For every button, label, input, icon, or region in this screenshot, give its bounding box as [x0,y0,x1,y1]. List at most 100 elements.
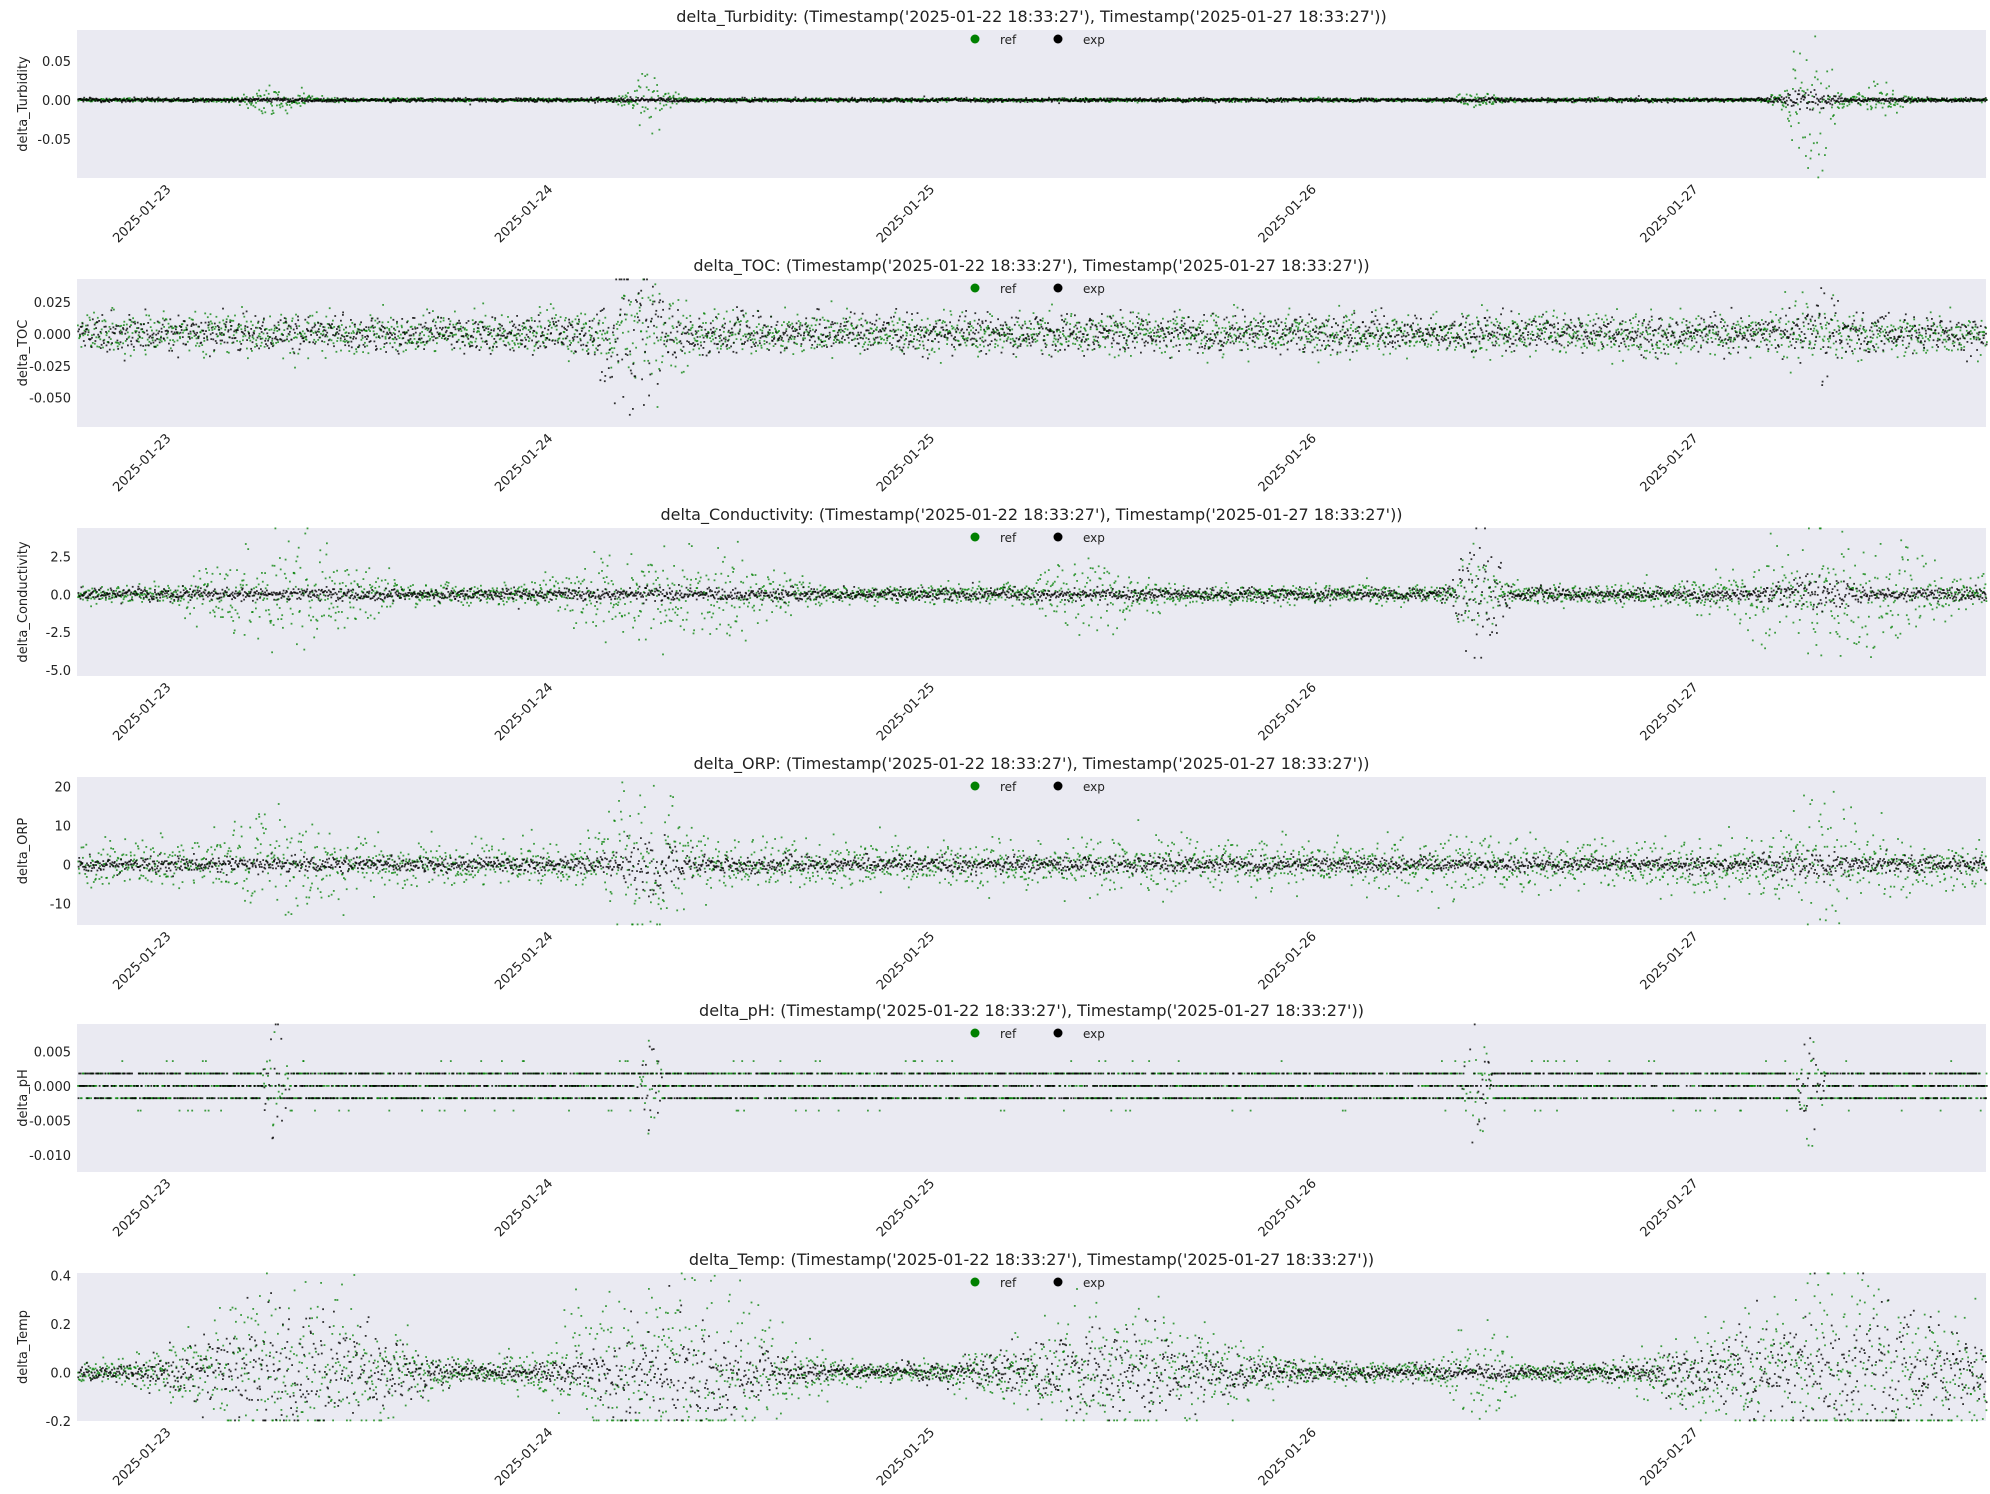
point-exp [1671,100,1674,102]
point-ref [1806,88,1809,91]
point-exp [1208,98,1211,100]
point-ref [945,101,948,103]
point-exp [1682,100,1685,103]
point-ref [141,99,143,102]
point-exp [1799,100,1802,103]
point-exp [1172,98,1175,100]
point-ref [120,98,123,101]
point-ref [1023,100,1026,103]
point-exp [1370,99,1373,102]
point-ref [286,112,289,115]
point-exp [902,98,904,101]
point-exp [881,99,883,102]
point-exp [468,98,471,100]
point-ref [665,103,668,106]
point-exp [480,98,483,101]
point-ref [1351,101,1354,104]
point-ref [1488,98,1491,101]
point-ref [694,98,697,101]
point-exp [529,97,532,99]
point-exp [1266,101,1269,103]
point-ref [290,106,293,109]
point-ref [1001,97,1004,100]
point-exp [1749,100,1752,102]
point-ref [1391,100,1394,102]
point-exp [1584,98,1587,101]
point-exp [1547,97,1550,99]
point-exp [1644,100,1647,103]
point-ref [288,104,291,106]
point-ref [1047,99,1050,102]
point-exp [1540,96,1543,99]
point-exp [815,97,817,100]
point-exp [1063,97,1066,100]
point-ref [271,104,273,107]
point-exp [1779,98,1782,101]
point-exp [657,99,660,101]
point-ref [1474,96,1476,99]
point-ref [901,97,903,100]
point-exp [1785,99,1788,102]
point-ref [256,92,258,95]
point-exp [469,103,472,106]
point-exp [1748,98,1751,100]
point-ref [776,100,778,103]
point-exp [1400,100,1403,103]
point-exp [497,100,500,102]
point-exp [1257,97,1260,100]
point-ref [1842,105,1845,108]
point-ref [242,100,245,102]
point-exp [741,96,744,99]
point-exp [1807,94,1810,96]
point-exp [969,100,972,103]
point-exp [100,101,103,104]
point-ref [922,97,925,100]
point-ref [664,92,667,95]
point-ref [1880,102,1883,105]
point-exp [520,100,523,103]
point-exp [1266,97,1268,100]
point-ref [1821,100,1823,103]
point-exp [1365,97,1367,100]
point-exp [866,98,868,101]
point-ref [1493,100,1496,103]
point-ref [1848,103,1851,106]
point-ref [298,102,301,104]
point-exp [517,97,520,100]
point-exp [1790,105,1793,107]
point-ref [88,100,91,102]
point-exp [1781,101,1783,104]
point-ref [542,100,545,103]
point-ref [1890,106,1892,108]
point-exp [1425,99,1428,101]
point-ref [494,98,497,100]
point-exp [1637,95,1640,97]
point-ref [393,97,396,100]
point-ref [1109,101,1111,103]
point-ref [205,100,208,103]
point-exp [647,100,650,103]
point-ref [659,102,662,105]
point-ref [382,96,385,99]
point-ref [1332,101,1335,103]
point-ref [555,97,557,100]
point-exp [1228,97,1230,100]
point-ref [643,110,646,113]
point-ref [1443,101,1445,104]
point-exp [317,100,320,102]
point-ref [273,91,275,93]
point-ref [276,104,278,107]
point-ref [669,106,672,109]
point-ref [1039,100,1042,103]
point-exp [786,97,789,100]
point-ref [1493,94,1495,97]
point-exp [94,100,97,102]
point-exp [1555,101,1557,104]
point-exp [1097,100,1099,103]
point-exp [1817,103,1819,106]
point-ref [306,97,309,99]
point-ref [1240,100,1243,103]
point-exp [1245,100,1247,103]
point-exp [669,98,672,100]
point-exp [1020,98,1023,101]
